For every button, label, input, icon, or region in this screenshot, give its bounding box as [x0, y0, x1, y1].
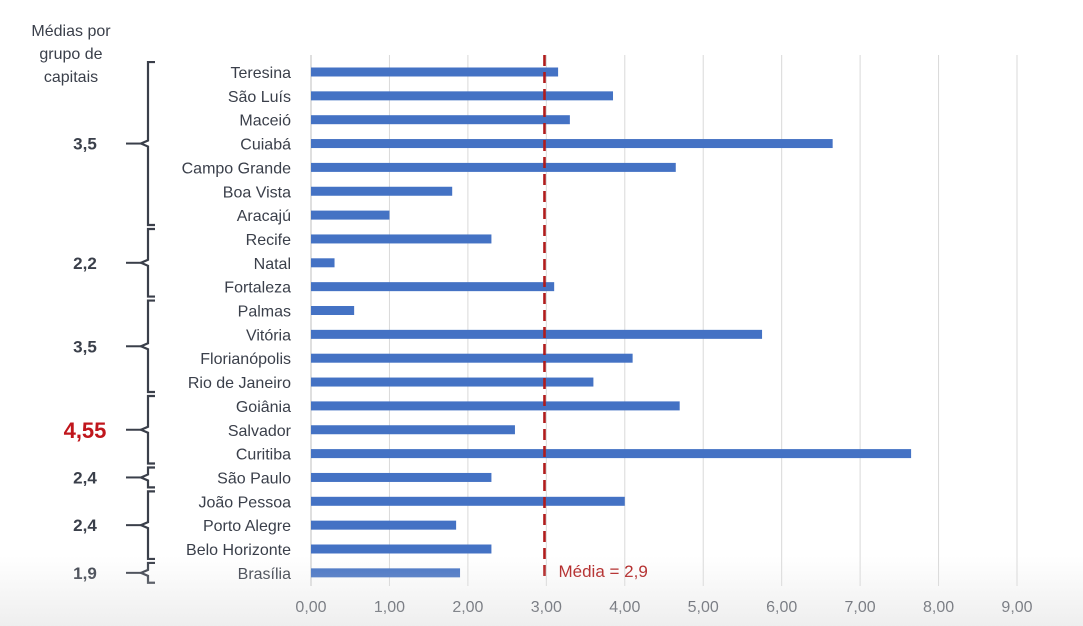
group-brace: [138, 490, 155, 561]
x-tick-label: 0,00: [295, 599, 326, 616]
bar: [311, 162, 676, 172]
bar: [311, 67, 559, 77]
category-label: Campo Grande: [182, 160, 291, 177]
category-label: Cuiabá: [240, 137, 291, 154]
bar: [311, 115, 570, 125]
bar: [311, 353, 633, 363]
group-brace: [138, 227, 155, 298]
category-label: Porto Alegre: [203, 518, 291, 535]
category-label: Teresina: [231, 65, 292, 82]
group-averages-title-line-3: capitais: [43, 69, 99, 86]
category-label: São Luís: [228, 89, 291, 106]
category-label: Salvador: [228, 423, 292, 440]
category-label: Aracajú: [237, 208, 291, 225]
bar: [311, 520, 457, 530]
bar: [311, 449, 912, 459]
x-tick-label: 9,00: [1001, 599, 1032, 616]
average-label: Média = 2,9: [558, 562, 647, 581]
bar: [311, 306, 355, 315]
category-label: Maceió: [239, 113, 291, 130]
bar: [311, 496, 625, 506]
bar: [311, 401, 680, 411]
bar: [311, 210, 390, 220]
group-brace: [138, 466, 155, 489]
x-tick-label: 1,00: [374, 599, 405, 616]
bar: [311, 139, 833, 149]
group-averages-title-line-1: Médias por: [31, 23, 111, 40]
group-average-label: 2,4: [73, 468, 97, 487]
category-label: Florianópolis: [200, 351, 291, 368]
bar: [311, 91, 614, 101]
bar: [311, 258, 335, 268]
bar: [311, 425, 515, 435]
bar: [311, 472, 492, 482]
category-label: Natal: [254, 256, 291, 273]
x-tick-label: 2,00: [452, 599, 483, 616]
category-label: João Pessoa: [198, 494, 291, 511]
group-average-label: 2,4: [73, 516, 97, 535]
group-averages-title-line-2: grupo de: [39, 46, 103, 63]
group-average-label: 1,9: [73, 564, 97, 583]
category-label: Fortaleza: [224, 280, 291, 297]
group-brace: [138, 299, 155, 394]
bar: [311, 568, 461, 578]
group-average-label: 3,5: [73, 135, 97, 154]
x-tick-label: 7,00: [845, 599, 876, 616]
category-label: Palmas: [238, 304, 291, 321]
category-label: Recife: [246, 232, 291, 249]
bar: [311, 234, 492, 244]
category-label: Rio de Janeiro: [188, 375, 291, 392]
group-average-label: 2,2: [73, 254, 97, 273]
category-label: Belo Horizonte: [186, 542, 291, 559]
category-label: Goiânia: [236, 399, 291, 416]
category-label: Curitiba: [236, 447, 291, 464]
x-tick-label: 8,00: [923, 599, 954, 616]
group-brace: [138, 394, 155, 465]
category-label: Brasília: [238, 566, 291, 583]
x-tick-label: 5,00: [688, 599, 719, 616]
x-tick-label: 4,00: [609, 599, 640, 616]
group-averages-title: Médias por grupo de capitais: [16, 20, 126, 89]
bar: [311, 544, 492, 554]
category-label: Vitória: [246, 327, 291, 344]
group-average-label: 4,55: [64, 418, 107, 443]
group-brace: [138, 561, 155, 584]
x-tick-label: 6,00: [766, 599, 797, 616]
bar: [311, 377, 594, 387]
group-average-label: 3,5: [73, 337, 97, 356]
bar: [311, 282, 555, 292]
group-brace: [138, 60, 155, 227]
category-label: Boa Vista: [223, 184, 291, 201]
x-tick-label: 3,00: [531, 599, 562, 616]
category-label: São Paulo: [217, 470, 291, 487]
bar: [311, 186, 453, 196]
bar: [311, 329, 763, 339]
